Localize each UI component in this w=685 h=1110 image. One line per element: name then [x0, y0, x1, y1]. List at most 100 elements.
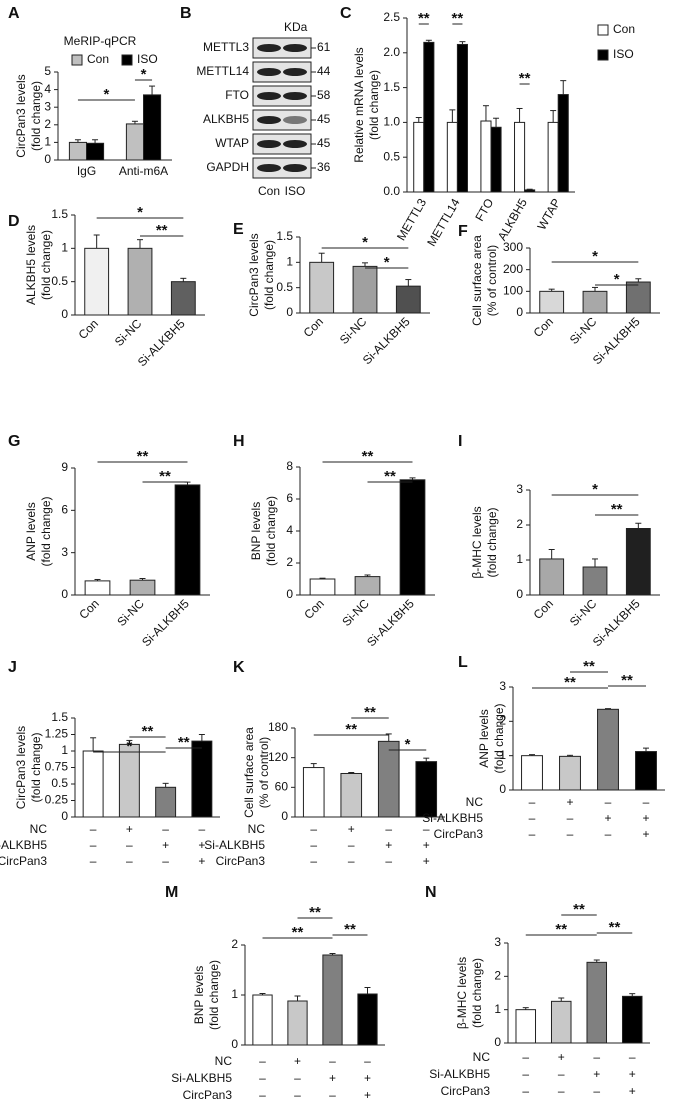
- condition-sign: –: [529, 811, 536, 825]
- condition-sign: +: [364, 1071, 371, 1085]
- significance-label: **: [137, 448, 149, 465]
- y-axis-label: (fold change): [485, 507, 499, 577]
- y-tick-label: 1.0: [383, 115, 400, 129]
- significance-label: **: [364, 704, 376, 721]
- y-tick-label: 2: [286, 555, 293, 569]
- y-tick-label: 0: [499, 782, 506, 796]
- condition-sign: –: [162, 854, 169, 868]
- condition-sign: +: [162, 838, 169, 852]
- condition-label: Si-ALKBH5: [0, 838, 47, 852]
- condition-sign: –: [90, 822, 97, 836]
- bar: [302, 767, 325, 818]
- y-tick-label: 0: [61, 307, 68, 321]
- significance-label: *: [126, 738, 132, 755]
- y-tick-label: 3: [494, 935, 501, 949]
- bar: [340, 772, 363, 818]
- condition-label: CircPan3: [0, 854, 47, 868]
- bar: [557, 94, 569, 193]
- bar: [84, 247, 110, 316]
- condition-sign: –: [529, 795, 536, 809]
- condition-label: NC: [215, 1054, 233, 1068]
- bar: [550, 1000, 572, 1044]
- significance-label: **: [344, 921, 356, 938]
- significance-label: **: [362, 448, 374, 465]
- condition-sign: –: [567, 827, 574, 841]
- y-axis-label: (fold change): [470, 958, 484, 1028]
- significance-label: *: [614, 271, 620, 288]
- condition-sign: –: [558, 1084, 565, 1098]
- y-axis-label: β-MHC levels: [470, 506, 484, 578]
- bar: [559, 755, 581, 791]
- condition-label: NC: [466, 795, 484, 809]
- significance-label: **: [564, 674, 576, 691]
- condition-sign: +: [629, 1084, 636, 1098]
- y-tick-label: 8: [286, 459, 293, 473]
- condition-sign: –: [558, 1067, 565, 1081]
- y-axis-label: Cell surface area: [470, 235, 484, 326]
- band: [257, 44, 281, 52]
- significance-label: **: [583, 658, 595, 675]
- condition-label: Si-ALKBH5: [422, 811, 483, 825]
- condition-label: Si-ALKBH5: [204, 838, 265, 852]
- y-tick-label: 1: [499, 748, 506, 762]
- condition-sign: –: [385, 854, 392, 868]
- y-axis-label: (% of control): [485, 245, 499, 316]
- y-axis-label: (fold change): [264, 496, 278, 566]
- legend-label: Con: [87, 52, 109, 66]
- y-tick-label: 0.5: [51, 274, 68, 288]
- y-tick-label: 100: [503, 284, 523, 298]
- significance-label: *: [592, 481, 598, 498]
- condition-sign: –: [162, 822, 169, 836]
- panel-letter: M: [165, 884, 178, 901]
- bar: [625, 528, 651, 596]
- kda-label: 45: [317, 112, 331, 126]
- y-axis-label: (fold change): [207, 960, 221, 1030]
- bar: [480, 120, 492, 193]
- condition-sign: –: [329, 1088, 336, 1102]
- condition-label: CircPan3: [183, 1088, 233, 1102]
- bar: [377, 740, 400, 818]
- bar: [415, 761, 438, 818]
- bar: [357, 993, 378, 1046]
- bar: [490, 126, 502, 193]
- kda-label: 36: [317, 160, 331, 174]
- bar: [456, 43, 468, 193]
- condition-sign: +: [329, 1071, 336, 1085]
- significance-label: **: [142, 723, 154, 740]
- condition-sign: +: [198, 854, 205, 868]
- legend-label: ISO: [613, 47, 634, 61]
- panel-letter: H: [233, 433, 245, 450]
- bar: [524, 189, 536, 193]
- condition-label: NC: [473, 1050, 491, 1064]
- condition-sign: –: [310, 854, 317, 868]
- condition-sign: –: [348, 838, 355, 852]
- bar: [547, 121, 559, 193]
- panel-letter: E: [233, 221, 244, 238]
- bar: [586, 961, 608, 1044]
- bar: [521, 755, 543, 791]
- condition-sign: –: [605, 795, 612, 809]
- condition-sign: –: [199, 822, 206, 836]
- y-tick-label: 60: [275, 780, 289, 794]
- condition-sign: +: [294, 1054, 301, 1068]
- condition-sign: –: [593, 1050, 600, 1064]
- bar: [84, 580, 111, 596]
- condition-sign: +: [593, 1067, 600, 1081]
- kda-label: 44: [317, 64, 331, 78]
- y-tick-label: 0: [231, 1037, 238, 1051]
- condition-sign: –: [423, 822, 430, 836]
- y-axis-label: (fold change): [29, 81, 43, 151]
- legend-swatch: [71, 54, 83, 66]
- panel-letter: B: [180, 5, 192, 22]
- bar: [446, 121, 458, 193]
- y-tick-label: 180: [268, 720, 288, 734]
- band: [257, 140, 281, 148]
- y-tick-label: 1.5: [276, 229, 293, 243]
- x-tick-label: Anti-m6A: [119, 164, 168, 178]
- panel-letter: G: [8, 433, 20, 450]
- band: [257, 92, 281, 100]
- panel-letter: K: [233, 659, 245, 676]
- y-axis-label: (fold change): [262, 240, 276, 310]
- significance-label: **: [156, 222, 168, 239]
